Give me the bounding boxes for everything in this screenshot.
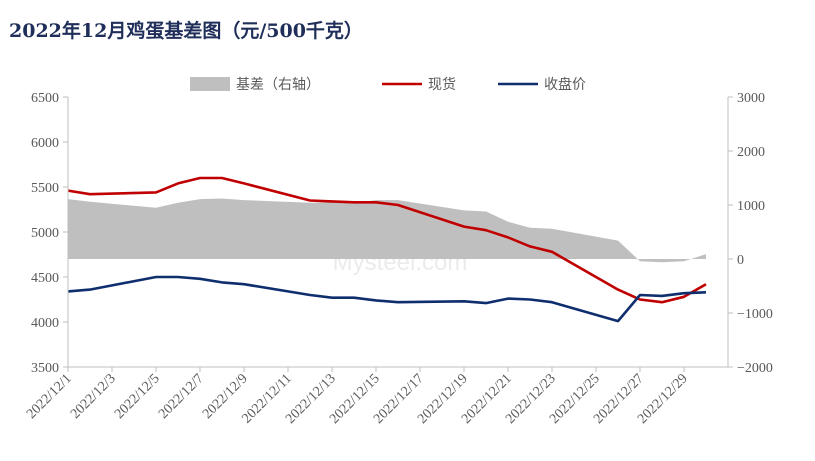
legend-swatch-basis [190,77,230,91]
series-line-1 [67,176,707,304]
y-right-tick-label: 3000 [737,91,765,106]
legend-label-1: 现货 [428,76,456,93]
series-line-2 [67,275,707,323]
x-tick-label: 2022/12/7 [156,371,207,422]
legend-label-2: 收盘价 [544,76,586,93]
y-left-tick-label: 4000 [31,316,59,331]
x-tick-label: 2022/12/5 [112,371,163,422]
y-right-tick-label: 0 [737,253,744,268]
y-right-tick-label: −1000 [737,307,773,322]
y-left-tick-label: 5500 [31,181,59,196]
x-tick-label: 2022/12/3 [68,371,119,422]
x-tick-label: 2022/12/1 [24,371,75,422]
y-left-tick-label: 6000 [31,136,59,151]
y-left-tick-label: 5000 [31,226,59,241]
page-title: 2022年12月鸡蛋基差图（元/500千克） [9,20,363,42]
y-left-tick-label: 4500 [31,271,59,286]
plot-area [67,176,707,323]
y-left-tick-label: 3500 [31,361,59,376]
y-left-tick-label: 6500 [31,91,59,106]
legend: 基差（右轴） 现货 收盘价 [190,76,586,93]
y-right-tick-label: 1000 [737,199,765,214]
legend-label-0: 基差（右轴） [236,76,320,93]
y-right-tick-label: 2000 [737,145,765,160]
series-area-basis [68,198,706,263]
y-right-tick-label: −2000 [737,361,773,376]
